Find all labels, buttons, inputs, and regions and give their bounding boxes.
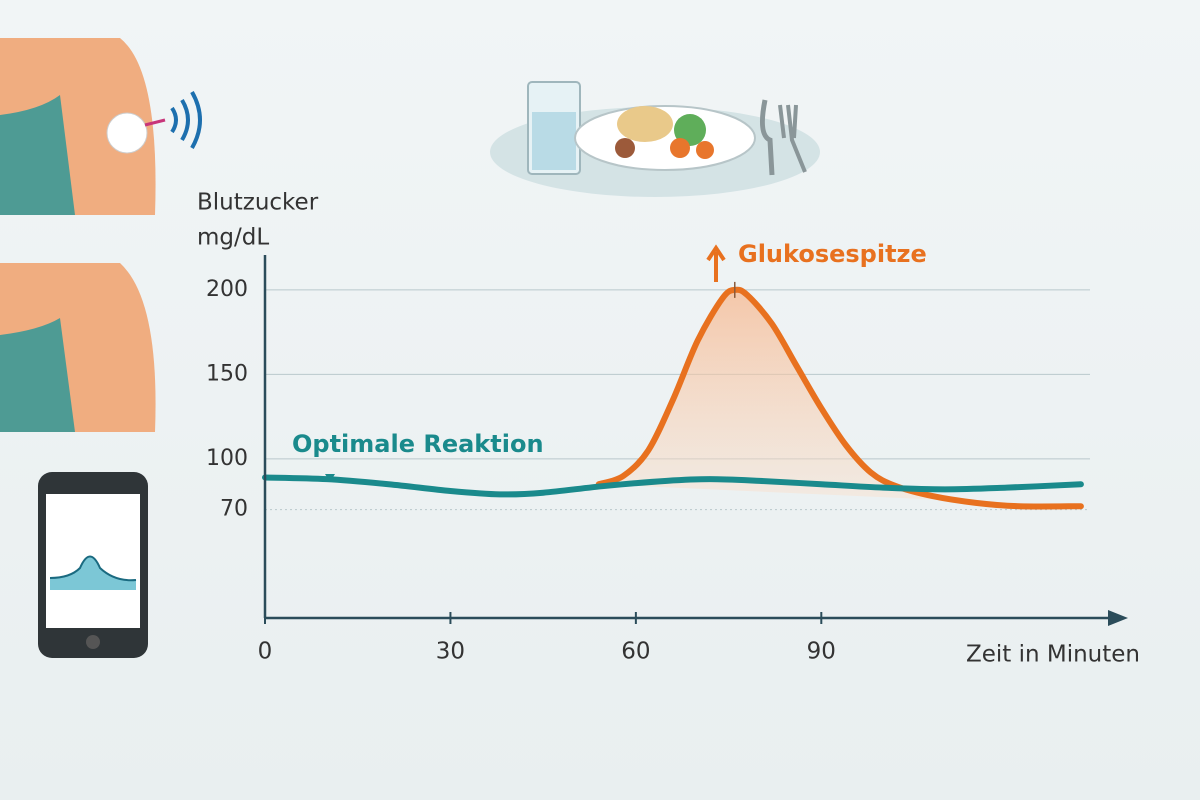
legend-label: Glukosespitze xyxy=(738,240,927,268)
phone-illustration xyxy=(38,472,148,658)
spike-area xyxy=(598,289,1081,507)
y-tick-label: 150 xyxy=(206,361,248,386)
x-axis-arrow xyxy=(1108,610,1128,626)
legend-label: Optimale Reaktion xyxy=(292,430,544,458)
x-tick-label: 0 xyxy=(258,639,273,665)
arm-illustration xyxy=(0,263,156,432)
y-axis-label: mg/dL xyxy=(197,225,269,251)
x-tick-label: 60 xyxy=(621,639,650,665)
x-tick-label: 30 xyxy=(436,639,465,665)
x-tick-label: 90 xyxy=(807,639,836,665)
meal-illustration xyxy=(490,81,820,197)
y-axis-label: Blutzucker xyxy=(197,190,319,216)
y-tick-label: 70 xyxy=(220,497,248,522)
y-tick-label: 100 xyxy=(206,446,248,471)
arm-sensor-illustration xyxy=(0,38,202,215)
series-line xyxy=(595,286,1084,510)
plot-area: 200 150 100 70 0 30 60 90 Optimale Reaktion Gluko… xyxy=(206,240,1090,665)
series-line xyxy=(262,474,1084,498)
legend-pointer xyxy=(325,474,335,482)
y-tick-label: 200 xyxy=(206,277,248,302)
x-axis-label: Zeit in Minuten xyxy=(966,642,1140,668)
legend-arrow xyxy=(706,244,726,282)
